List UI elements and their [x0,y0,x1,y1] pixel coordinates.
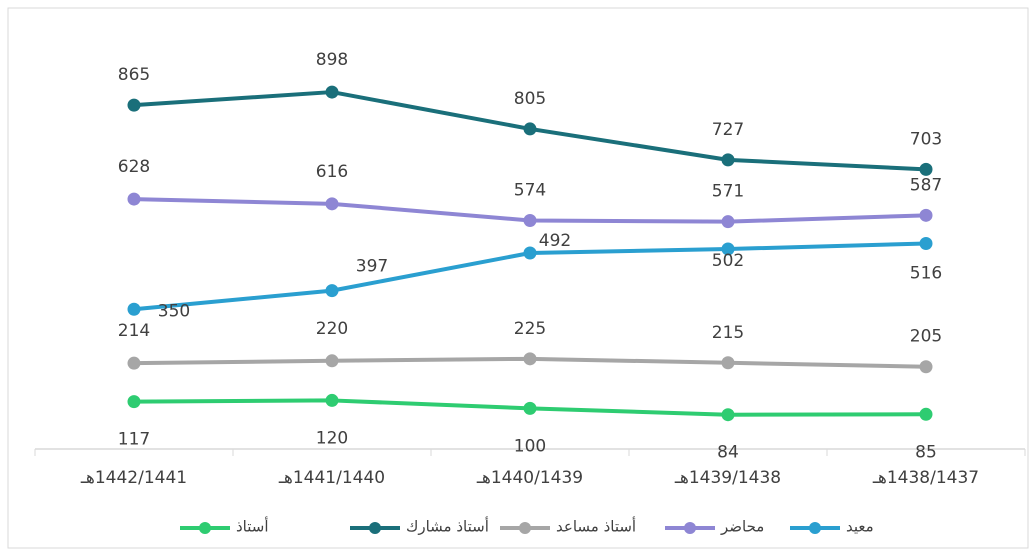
legend-label: أستاذ [236,517,269,536]
data-label: 571 [712,182,744,202]
data-label: 397 [356,257,388,277]
data-label: 215 [712,323,744,343]
data-point [127,302,141,316]
data-point [325,354,339,368]
data-point [325,393,339,407]
legend-label: أستاذ مساعد [556,517,636,536]
data-label: 205 [910,327,942,347]
data-label: 587 [910,175,942,195]
legend-marker [199,522,211,534]
data-point [523,401,537,415]
data-point [721,242,735,256]
data-label: 85 [915,442,937,462]
data-label: 84 [717,443,739,463]
data-label: 727 [712,120,744,140]
x-tick-label: 1439/1438هـ [674,468,781,488]
data-point [523,122,537,136]
data-point [721,408,735,422]
data-point [325,197,339,211]
data-label: 516 [910,263,942,283]
data-point [127,192,141,206]
data-point [523,352,537,366]
data-label: 100 [514,436,546,456]
data-label: 492 [539,231,571,251]
data-point [523,213,537,227]
data-point [919,407,933,421]
data-point [325,284,339,298]
legend-marker [684,522,696,534]
data-point [127,395,141,409]
data-label: 214 [118,321,150,341]
data-label: 350 [158,301,190,321]
data-label: 225 [514,319,546,339]
x-tick-label: 1442/1441هـ [80,468,187,488]
data-label: 616 [316,162,348,182]
data-point [919,162,933,176]
data-point [325,85,339,99]
data-label: 805 [514,89,546,109]
chart-frame [7,7,1029,549]
data-label: 703 [910,129,942,149]
data-point [919,236,933,250]
data-point [919,360,933,374]
data-label: 120 [316,428,348,448]
x-tick-label: 1438/1437هـ [872,468,979,488]
data-point [721,153,735,167]
data-label: 865 [118,65,150,85]
data-point [127,356,141,370]
data-label: 117 [118,430,150,450]
legend-marker [809,522,821,534]
legend-label: معيد [846,518,874,536]
data-label: 628 [118,157,150,177]
legend-label: محاضر [720,518,764,536]
legend-marker [369,522,381,534]
data-point [919,208,933,222]
legend-label: أستاذ مشارك [406,517,489,536]
x-tick-label: 1441/1440هـ [278,468,385,488]
data-point [127,98,141,112]
data-label: 220 [316,319,348,339]
data-label: 898 [316,50,348,70]
x-tick-label: 1440/1439هـ [476,468,583,488]
data-label: 574 [514,180,546,200]
legend-marker [519,522,531,534]
data-label: 502 [712,251,744,271]
data-point [721,215,735,229]
data-point [721,356,735,370]
data-point [523,246,537,260]
